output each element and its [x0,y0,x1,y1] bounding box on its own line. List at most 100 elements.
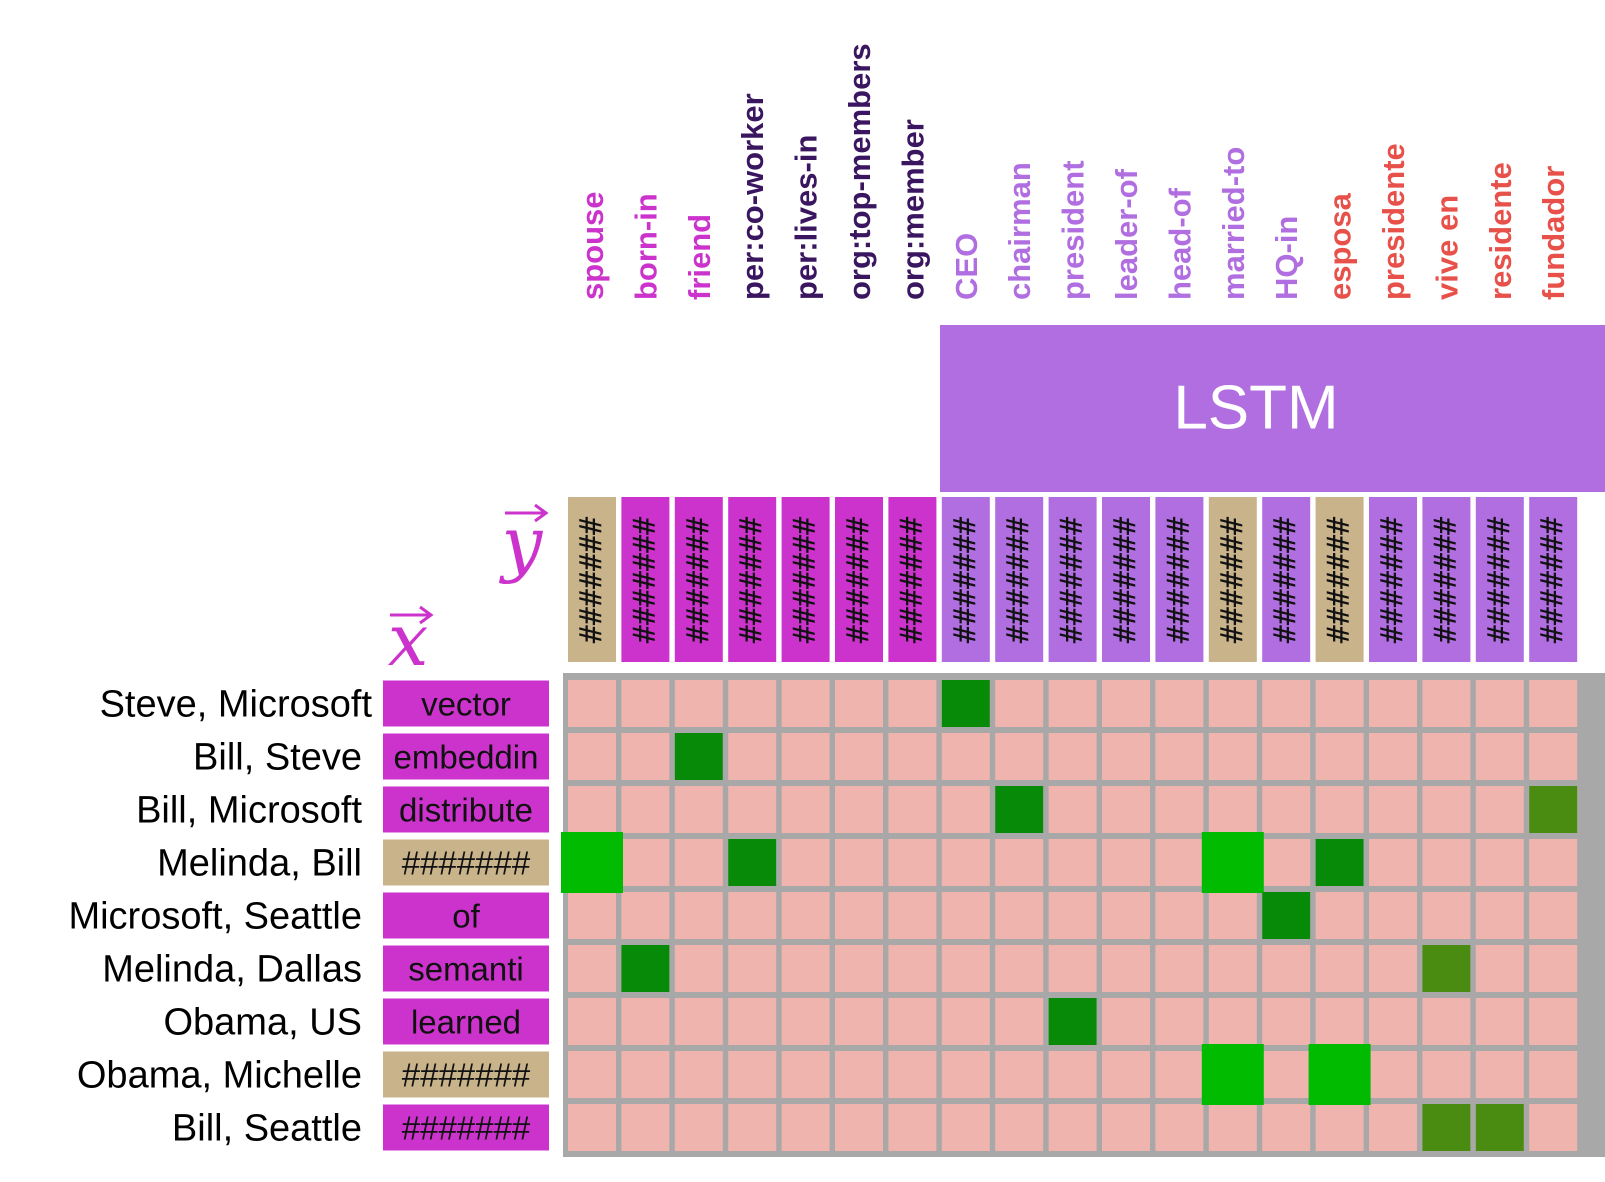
grid-cell [728,1051,777,1098]
row-box [383,892,549,939]
column-box [1208,497,1257,662]
grid-cell [1475,733,1524,780]
grid-cell [835,680,883,727]
grid-cell [1155,892,1204,939]
row-box [383,945,549,992]
grid-cell [835,1051,883,1098]
column-box [568,497,616,662]
column-box [781,497,830,662]
grid-cell [1422,733,1471,780]
grid-cell [1208,733,1257,780]
grid-cell [835,892,883,939]
grid-cell [1529,680,1578,727]
column-box-text: ####### [574,517,609,643]
grid-cell [781,1104,830,1151]
grid-cell [1262,839,1311,886]
grid-cell [1102,945,1150,992]
grid-cell [1529,1051,1578,1098]
grid-cell [1048,1051,1097,1098]
row-box [383,1104,549,1151]
grid-cell [941,733,990,780]
grid-cell [835,945,883,992]
column-box [1422,497,1471,662]
column-label: head-of [1162,187,1197,300]
grid-cell [1048,892,1097,939]
grid-cell [1315,892,1364,939]
row-label: Bill, Microsoft [136,790,362,832]
column-box [621,497,670,662]
grid-cell [1048,786,1097,833]
row-box-text: learned [411,1004,521,1041]
grid-cell [674,786,723,833]
grid-cell [1529,945,1578,992]
grid-cell [728,945,777,992]
grid-cell [1208,680,1257,727]
highlight-cell [1315,839,1364,886]
grid-cell [995,680,1044,727]
grid-cell [995,1104,1044,1151]
column-label: president [1056,160,1091,300]
column-label: residente [1483,162,1518,300]
grid-cell [1102,892,1150,939]
grid-cell [888,892,937,939]
grid-cell [888,786,937,833]
row-box-text: ####### [402,1057,531,1094]
grid-cell [995,733,1044,780]
grid-cell [1422,1051,1471,1098]
column-label: org:member [895,119,930,300]
grid-cell [1102,998,1150,1045]
grid-cell [621,839,670,886]
column-label: leader-of [1109,168,1144,300]
row-label: Obama, Michelle [77,1055,362,1097]
grid-cell [888,1104,937,1151]
column-box [1529,497,1578,662]
grid-cell [1369,892,1417,939]
grid-cell [621,1104,670,1151]
grid-cell [1208,892,1257,939]
row-box-text: of [452,898,480,935]
grid-cell [1369,945,1417,992]
grid-cell [621,733,670,780]
grid-cell [781,786,830,833]
column-box [941,497,990,662]
grid-cell [1155,1104,1204,1151]
row-label: Obama, US [163,1002,362,1044]
grid-cell [1048,945,1097,992]
column-box-text: ####### [1535,517,1570,643]
grid-cell [674,945,723,992]
grid-cell [941,839,990,886]
column-label: fundador [1536,166,1571,300]
column-box-text: ####### [894,517,929,643]
grid-cell [1475,998,1524,1045]
highlight-cell [995,786,1044,833]
grid-cell [568,733,616,780]
grid-cell [1422,786,1471,833]
grid-cell [1315,733,1364,780]
x-arrow [390,605,434,625]
column-box-text: ####### [1375,517,1410,643]
column-box [1048,497,1097,662]
grid-cell [1315,786,1364,833]
grid-cell [1369,680,1417,727]
highlight-cell [1048,998,1097,1045]
grid-cell [1262,786,1311,833]
grid-cell [781,839,830,886]
grid-cell [835,1104,883,1151]
grid-cell [1262,1104,1311,1151]
grid-cell [621,1051,670,1098]
column-box-text: ####### [734,517,769,643]
grid-cell [1422,839,1471,886]
grid-cell [1208,786,1257,833]
grid-cell [728,786,777,833]
column-label: spouse [575,191,610,300]
grid-cell [1475,839,1524,886]
grid-cell [1369,1104,1417,1151]
grid-cell [674,1051,723,1098]
column-box [995,497,1044,662]
grid-cell [941,1104,990,1151]
grid-cell [728,998,777,1045]
grid-cell [941,1051,990,1098]
column-label: friend [682,214,717,300]
column-label: esposa [1323,192,1358,300]
column-box-text: ####### [1215,517,1250,643]
